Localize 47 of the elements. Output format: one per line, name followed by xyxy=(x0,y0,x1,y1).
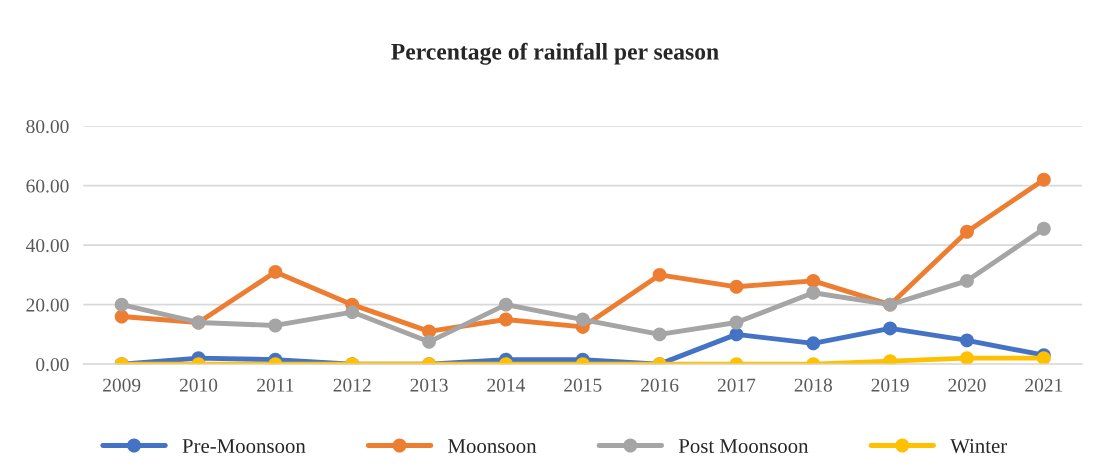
x-tick-label: 2014 xyxy=(487,378,526,392)
point xyxy=(960,224,974,239)
legend-label: Moonsoon xyxy=(448,439,537,454)
point xyxy=(729,315,744,330)
x-tick-label: 2012 xyxy=(333,378,371,392)
point xyxy=(268,318,283,333)
y-tick-label: 0.00 xyxy=(36,357,69,372)
y-tick-label: 40.00 xyxy=(25,238,69,253)
x-tick-label: 2019 xyxy=(871,378,909,392)
x-tick-label: 2013 xyxy=(410,378,448,392)
point xyxy=(806,273,821,288)
point xyxy=(268,264,283,279)
point xyxy=(806,285,821,300)
chart-title: Percentage of rainfall per season xyxy=(391,42,719,65)
point xyxy=(1036,221,1051,236)
point xyxy=(345,305,360,320)
point xyxy=(960,333,974,348)
legend-label: Pre-Moonsoon xyxy=(182,439,306,454)
point xyxy=(729,327,744,342)
point xyxy=(1036,172,1051,187)
point xyxy=(960,351,974,365)
point xyxy=(498,312,513,327)
point xyxy=(114,309,129,324)
x-tick-label: 2015 xyxy=(564,378,602,392)
y-tick-label: 80.00 xyxy=(26,119,69,134)
x-tick-label: 2017 xyxy=(717,378,756,392)
point xyxy=(498,297,513,312)
point xyxy=(960,273,974,288)
y-tick-label: 60.00 xyxy=(26,179,69,193)
point xyxy=(806,336,821,351)
point xyxy=(652,327,667,342)
point xyxy=(729,279,744,294)
y-tick-label: 20.00 xyxy=(26,298,69,312)
point xyxy=(575,312,590,327)
x-tick-label: 2011 xyxy=(257,378,294,392)
x-tick-label: 2020 xyxy=(948,378,986,392)
point xyxy=(652,267,667,282)
x-tick-label: 2009 xyxy=(103,378,141,392)
point xyxy=(422,334,436,349)
legend-label: Winter xyxy=(950,439,1008,454)
x-tick-label: 2016 xyxy=(641,378,679,392)
x-tick-label: 2010 xyxy=(179,378,218,392)
point xyxy=(883,321,898,336)
point xyxy=(114,297,129,312)
x-tick-label: 2021 xyxy=(1025,378,1063,392)
x-tick-label: 2018 xyxy=(794,378,832,392)
legend-label: Post Moonsoon xyxy=(678,439,809,454)
